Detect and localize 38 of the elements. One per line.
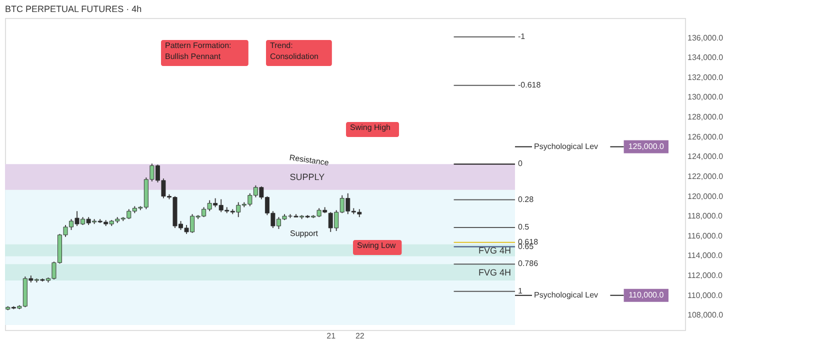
- annotation: 0.28: [518, 194, 534, 204]
- y-tick-label: 136,000.0: [688, 33, 724, 42]
- annotation: Trend: Consolidation: [270, 41, 318, 61]
- y-tick-label: 122,000.0: [688, 172, 724, 181]
- y-tick-label: 134,000.0: [688, 53, 724, 62]
- annotation: 0: [518, 159, 523, 168]
- y-tick-label: 110,000.0: [688, 290, 724, 300]
- y-tick-label: 126,000.0: [688, 132, 724, 142]
- band-label: FVG 4H: [478, 245, 511, 256]
- y-tick-label: 124,000.0: [688, 152, 724, 162]
- y-tick-label: 112,000.0: [688, 271, 724, 280]
- y-tick-label: 108,000.0: [688, 310, 724, 320]
- annotation: 110,000.0: [628, 290, 664, 300]
- annotation: -0.618: [518, 80, 542, 90]
- annotation: 125,000.0: [628, 142, 664, 151]
- chart-title: BTC PERPETUAL FUTURES · 4h: [5, 4, 142, 14]
- y-tick-label: 118,000.0: [688, 212, 724, 221]
- ref-line-label: Psychological Lev: [534, 290, 598, 300]
- x-tick-label: 21: [326, 332, 336, 340]
- band-label: FVG 4H: [478, 267, 511, 278]
- annotation: 1: [518, 286, 523, 296]
- y-tick-label: 130,000.0: [688, 92, 724, 102]
- band-label: SUPPLY: [290, 172, 325, 182]
- x-tick-label: 22: [355, 332, 365, 340]
- annotation: 0.786: [518, 259, 539, 268]
- annotation: Support: [290, 229, 319, 238]
- annotation: Resistance: [288, 153, 330, 168]
- annotation: Pattern Formation: Bullish Pennant: [165, 41, 232, 61]
- annotation: Swing Low: [357, 241, 396, 250]
- annotation: 0.5: [518, 222, 530, 232]
- y-tick-label: 116,000.0: [688, 231, 724, 240]
- y-tick-label: 132,000.0: [688, 72, 724, 82]
- y-tick-label: 128,000.0: [688, 112, 724, 122]
- y-tick-label: 120,000.0: [688, 192, 724, 201]
- ref-line-label: Psychological Lev: [534, 142, 598, 151]
- y-tick-label: 114,000.0: [688, 251, 724, 260]
- annotation: -1: [518, 32, 526, 41]
- annotation: Swing High: [350, 123, 390, 132]
